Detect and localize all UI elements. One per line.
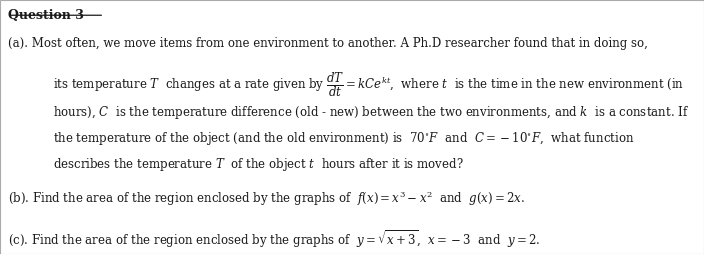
- Text: its temperature $T$  changes at a rate given by $\dfrac{dT}{dt} = kCe^{kt}$,  wh: its temperature $T$ changes at a rate gi…: [53, 71, 684, 99]
- Text: hours), $C$  is the temperature difference (old - new) between the two environme: hours), $C$ is the temperature differenc…: [53, 104, 689, 121]
- Text: the temperature of the object (and the old environment) is  $70^{\circ}F$  and  : the temperature of the object (and the o…: [53, 130, 634, 147]
- Text: (a). Most often, we move items from one environment to another. A Ph.D researche: (a). Most often, we move items from one …: [8, 37, 648, 50]
- Text: describes the temperature $T$  of the object $t$  hours after it is moved?: describes the temperature $T$ of the obj…: [53, 156, 463, 173]
- Text: (c). Find the area of the region enclosed by the graphs of  $y=\sqrt{x+3}$,  $x=: (c). Find the area of the region enclose…: [8, 229, 541, 250]
- Text: (b). Find the area of the region enclosed by the graphs of  $f(x)=x^3-x^2$  and : (b). Find the area of the region enclose…: [8, 189, 526, 208]
- Text: Question 3: Question 3: [8, 9, 84, 22]
